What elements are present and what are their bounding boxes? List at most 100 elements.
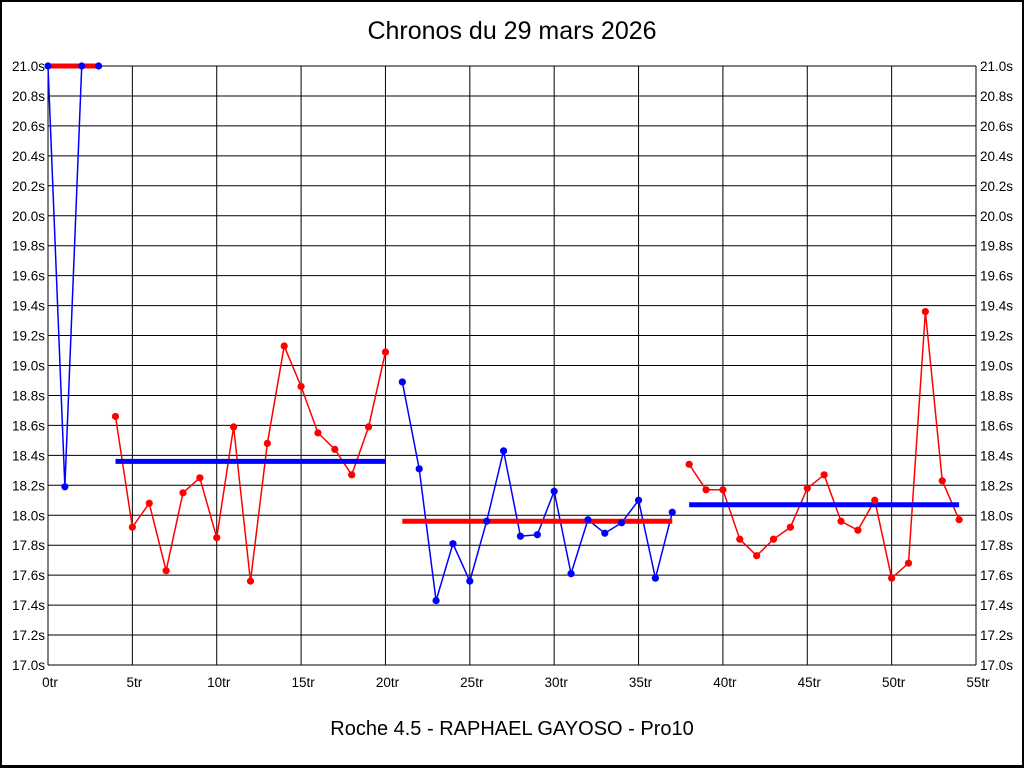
y-tick-label-right: 20.8s	[980, 89, 1013, 104]
lap-point	[769, 535, 778, 543]
lap-point	[719, 486, 727, 494]
y-tick-label-left: 21.0s	[12, 59, 45, 74]
x-tick-label: 55tr	[966, 675, 990, 690]
lap-point	[432, 597, 440, 605]
x-tick-label: 0tr	[42, 675, 58, 690]
x-tick-label: 25tr	[460, 675, 484, 690]
y-tick-label-right: 18.6s	[980, 418, 1013, 433]
lap-point	[449, 540, 457, 548]
x-tick-label: 45tr	[798, 675, 822, 690]
chart-subtitle: Roche 4.5 - RAPHAEL GAYOSO - Pro10	[330, 718, 694, 740]
x-tick-label: 40tr	[713, 675, 737, 690]
lap-point	[398, 378, 406, 386]
lap-point	[651, 574, 660, 582]
lap-point	[753, 552, 761, 560]
y-tick-label-right: 18.8s	[980, 388, 1013, 403]
lap-point	[871, 496, 879, 504]
x-tick-label: 20tr	[376, 675, 400, 690]
x-tick-label: 5tr	[126, 675, 142, 690]
lap-point	[61, 483, 69, 491]
y-tick-label-right: 17.6s	[980, 568, 1013, 583]
y-tick-label-left: 18.8s	[12, 388, 45, 403]
chart-title: Chronos du 29 mars 2026	[367, 17, 657, 45]
y-tick-label-right: 18.2s	[980, 478, 1013, 493]
lap-point	[685, 460, 693, 468]
x-tick-label: 50tr	[882, 675, 906, 690]
lap-point	[516, 532, 525, 540]
y-tick-label-left: 18.4s	[12, 448, 45, 463]
y-tick-label-left: 17.8s	[12, 538, 45, 553]
lap-point	[904, 559, 913, 567]
y-tick-label-left: 17.4s	[12, 598, 45, 613]
y-tick-label-right: 20.4s	[980, 149, 1013, 164]
stint-1-line	[47, 65, 99, 487]
lap-point	[213, 534, 221, 542]
y-tick-label-left: 17.6s	[12, 568, 45, 583]
y-tick-label-left: 19.2s	[12, 329, 45, 344]
x-tick-label: 15tr	[291, 675, 315, 690]
y-tick-label-right: 19.2s	[980, 329, 1013, 344]
x-tick-label: 10tr	[207, 675, 231, 690]
lap-point	[348, 471, 356, 479]
lap-point	[466, 577, 474, 585]
lap-point	[601, 529, 609, 537]
y-tick-label-left: 18.0s	[12, 508, 45, 523]
lap-point	[280, 342, 288, 350]
y-tick-label-left: 17.0s	[12, 658, 45, 673]
lap-point	[499, 447, 508, 455]
y-tick-label-right: 20.2s	[980, 179, 1013, 194]
lap-point	[381, 348, 390, 356]
y-tick-label-right: 19.6s	[980, 269, 1013, 284]
stint-4-line	[688, 311, 960, 580]
lap-point	[533, 531, 541, 539]
lap-point	[263, 439, 271, 447]
lap-point	[128, 523, 136, 531]
lap-point	[415, 465, 423, 473]
y-tick-label-right: 17.0s	[980, 658, 1013, 673]
lap-point	[196, 474, 204, 482]
lap-point	[584, 516, 592, 524]
lap-point	[550, 487, 558, 495]
y-tick-label-right: 20.0s	[980, 209, 1013, 224]
y-tick-label-left: 19.0s	[12, 359, 45, 374]
lap-point	[483, 517, 491, 525]
lap-points	[44, 62, 963, 605]
lap-point	[837, 517, 845, 525]
y-tick-label-left: 18.2s	[12, 478, 45, 493]
y-tick-label-right: 19.8s	[980, 239, 1013, 254]
y-tick-label-left: 19.8s	[12, 239, 45, 254]
y-tick-label-right: 21.0s	[980, 59, 1013, 74]
y-tick-label-right: 18.0s	[980, 508, 1013, 523]
x-tick-label: 35tr	[629, 675, 653, 690]
lap-point	[111, 412, 120, 421]
lap-point	[78, 62, 86, 70]
lap-point	[567, 570, 575, 578]
lap-point	[938, 477, 946, 485]
x-tick-label: 30tr	[545, 675, 569, 690]
y-tick-label-right: 17.2s	[980, 628, 1013, 643]
lap-point	[634, 496, 643, 504]
y-tick-label-right: 17.8s	[980, 538, 1013, 553]
y-tick-label-right: 20.6s	[980, 119, 1013, 134]
lap-point	[854, 526, 862, 534]
lap-point	[803, 484, 811, 492]
lap-point	[179, 489, 187, 497]
y-tick-label-left: 20.6s	[12, 119, 45, 134]
average-lines	[48, 63, 960, 524]
lap-point	[364, 423, 373, 431]
lap-point	[921, 307, 929, 316]
lap-point	[145, 499, 153, 507]
lap-point	[162, 567, 170, 575]
lap-point	[331, 445, 339, 453]
lap-point	[786, 523, 795, 531]
y-tick-label-left: 19.4s	[12, 299, 45, 314]
lap-point	[230, 423, 238, 431]
y-tick-label-left: 20.8s	[12, 89, 45, 104]
grid	[47, 65, 977, 666]
y-tick-label-left: 20.0s	[12, 209, 45, 224]
y-tick-label-right: 19.0s	[980, 359, 1013, 374]
lap-point	[955, 516, 963, 524]
y-tick-label-right: 17.4s	[980, 598, 1013, 613]
